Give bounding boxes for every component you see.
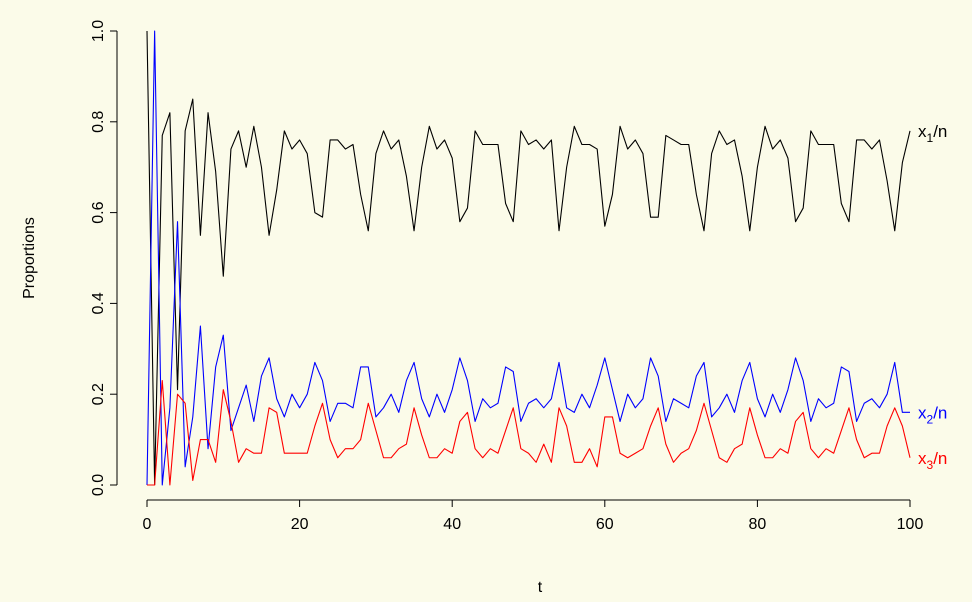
series-line-x1 <box>146 30 911 486</box>
y-tick-label: 0.6 <box>90 201 107 223</box>
x-tick-label: 80 <box>749 516 767 533</box>
y-tick-label: 1.0 <box>90 20 107 42</box>
series-line-x2 <box>146 30 910 486</box>
series-line-x3 <box>147 380 911 486</box>
series-lines <box>146 30 911 486</box>
x-tick-label: 0 <box>143 516 152 533</box>
x-tick-label: 40 <box>443 516 461 533</box>
y-axis-title: Proportions <box>21 217 38 299</box>
y-tick-label: 0.0 <box>90 474 107 496</box>
x-axis-title: t <box>538 579 543 596</box>
y-axis-ticks: 0.0 0.2 0.4 0.6 0.8 1.0 <box>90 20 117 496</box>
x-axis-ticks: 0 20 40 60 80 100 <box>143 500 924 533</box>
series-label-x2: x2/n <box>918 403 947 426</box>
axes: 0.0 0.2 0.4 0.6 0.8 1.0 0 20 40 60 80 100 <box>90 20 923 533</box>
y-tick-label: 0.4 <box>90 292 107 314</box>
y-tick-label: 0.8 <box>90 111 107 133</box>
x-tick-label: 20 <box>291 516 309 533</box>
series-labels: x1/n x2/n x3/n <box>918 122 947 472</box>
x-tick-label: 100 <box>897 516 924 533</box>
x-tick-label: 60 <box>596 516 614 533</box>
y-tick-label: 0.2 <box>90 383 107 405</box>
series-label-x3: x3/n <box>918 449 947 472</box>
series-label-x1: x1/n <box>918 122 947 145</box>
